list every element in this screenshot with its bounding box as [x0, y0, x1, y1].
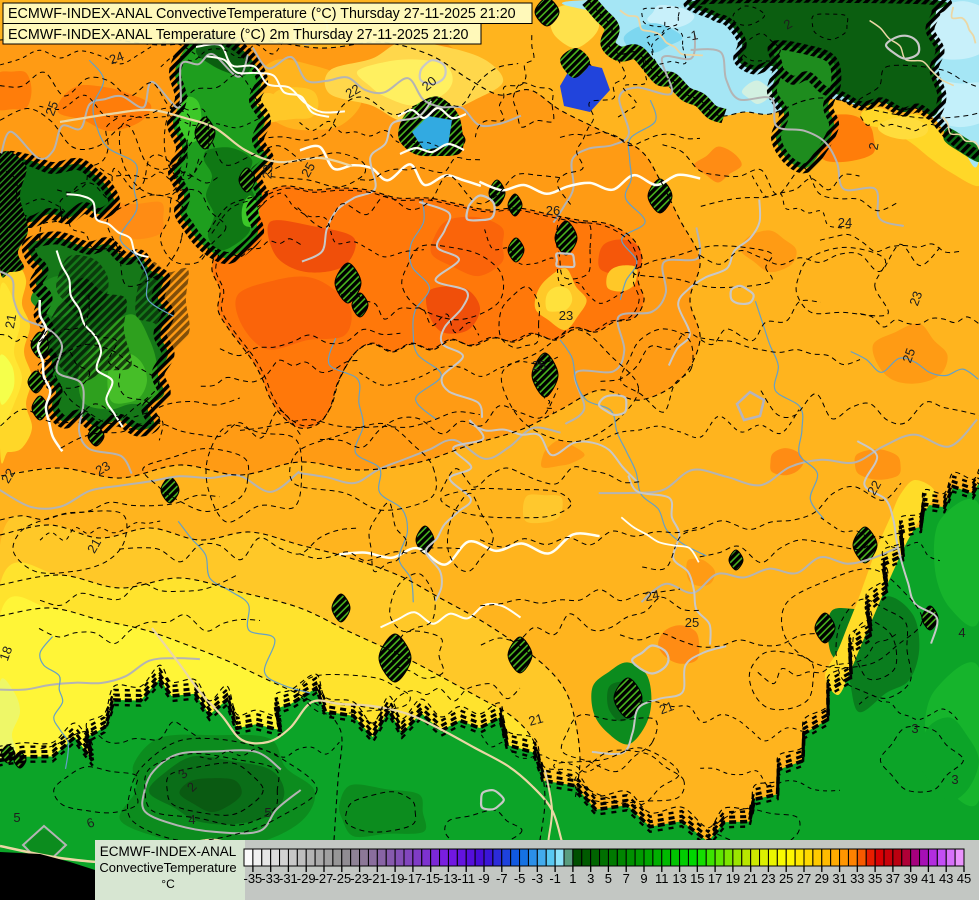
svg-text:-23: -23 — [350, 871, 369, 886]
svg-text:-5: -5 — [514, 871, 526, 886]
svg-text:22: 22 — [343, 81, 363, 101]
svg-text:9: 9 — [640, 871, 647, 886]
svg-text:-3: -3 — [532, 871, 544, 886]
svg-text:-1: -1 — [549, 871, 561, 886]
svg-text:31: 31 — [832, 871, 846, 886]
svg-text:43: 43 — [939, 871, 953, 886]
svg-text:-17: -17 — [404, 871, 423, 886]
svg-text:-29: -29 — [297, 871, 316, 886]
svg-text:25: 25 — [298, 160, 318, 180]
svg-text:ECMWF-INDEX-ANAL Temperature (: ECMWF-INDEX-ANAL Temperature (°C) 2m Thu… — [8, 27, 469, 43]
svg-text:-35: -35 — [244, 871, 263, 886]
svg-text:-15: -15 — [421, 871, 440, 886]
svg-text:33: 33 — [850, 871, 864, 886]
svg-text:°C: °C — [161, 877, 175, 891]
svg-text:ECMWF-INDEX-ANAL ConvectiveTem: ECMWF-INDEX-ANAL ConvectiveTemperature (… — [8, 6, 516, 22]
svg-text:-27: -27 — [315, 871, 334, 886]
svg-text:-7: -7 — [496, 871, 508, 886]
svg-text:41: 41 — [921, 871, 935, 886]
svg-text:ConvectiveTemperature: ConvectiveTemperature — [99, 860, 236, 875]
svg-text:25: 25 — [779, 871, 793, 886]
svg-text:7: 7 — [623, 871, 630, 886]
svg-text:29: 29 — [815, 871, 829, 886]
svg-text:21: 21 — [743, 871, 757, 886]
svg-text:26: 26 — [546, 203, 560, 218]
svg-text:-33: -33 — [261, 871, 280, 886]
svg-text:22: 22 — [0, 466, 18, 486]
svg-text:2: 2 — [866, 141, 882, 151]
svg-text:-9: -9 — [478, 871, 490, 886]
svg-text:23: 23 — [93, 458, 113, 478]
svg-text:19: 19 — [726, 871, 740, 886]
svg-text:4: 4 — [188, 812, 195, 827]
svg-text:24: 24 — [838, 215, 852, 230]
svg-text:3: 3 — [951, 772, 958, 787]
svg-text:3: 3 — [587, 871, 594, 886]
svg-text:6: 6 — [84, 814, 96, 831]
svg-text:11: 11 — [655, 871, 669, 886]
svg-text:5: 5 — [264, 805, 271, 820]
svg-text:-13: -13 — [439, 871, 458, 886]
svg-text:-19: -19 — [386, 871, 405, 886]
svg-text:25: 25 — [42, 99, 61, 118]
svg-text:25: 25 — [685, 615, 699, 630]
svg-text:45: 45 — [957, 871, 971, 886]
svg-text:4: 4 — [958, 625, 965, 640]
svg-text:23: 23 — [259, 164, 275, 180]
svg-text:24: 24 — [644, 587, 661, 604]
svg-text:23: 23 — [906, 289, 925, 308]
svg-text:25: 25 — [532, 358, 546, 373]
svg-text:17: 17 — [708, 871, 722, 886]
svg-text:5: 5 — [605, 871, 612, 886]
svg-text:13: 13 — [672, 871, 686, 886]
svg-text:-11: -11 — [457, 871, 475, 886]
svg-text:15: 15 — [690, 871, 704, 886]
svg-text:1: 1 — [569, 871, 576, 886]
svg-text:-1: -1 — [685, 27, 699, 44]
svg-text:-25: -25 — [332, 871, 351, 886]
svg-text:3: 3 — [911, 721, 918, 736]
svg-text:22: 22 — [864, 478, 884, 498]
svg-text:25: 25 — [899, 346, 918, 365]
svg-text:39: 39 — [903, 871, 917, 886]
svg-text:18: 18 — [0, 644, 15, 663]
svg-text:24: 24 — [107, 48, 126, 67]
svg-text:-21: -21 — [368, 871, 387, 886]
svg-text:-31: -31 — [279, 871, 298, 886]
svg-text:21: 21 — [527, 711, 545, 729]
svg-text:ECMWF-INDEX-ANAL: ECMWF-INDEX-ANAL — [100, 844, 237, 859]
svg-text:5: 5 — [13, 810, 20, 825]
svg-text:23: 23 — [559, 308, 573, 323]
svg-text:35: 35 — [868, 871, 882, 886]
svg-text:23: 23 — [761, 871, 775, 886]
svg-text:21: 21 — [84, 536, 104, 556]
svg-text:37: 37 — [886, 871, 900, 886]
svg-text:21: 21 — [657, 698, 676, 717]
svg-text:27: 27 — [797, 871, 811, 886]
svg-text:21: 21 — [2, 313, 19, 330]
